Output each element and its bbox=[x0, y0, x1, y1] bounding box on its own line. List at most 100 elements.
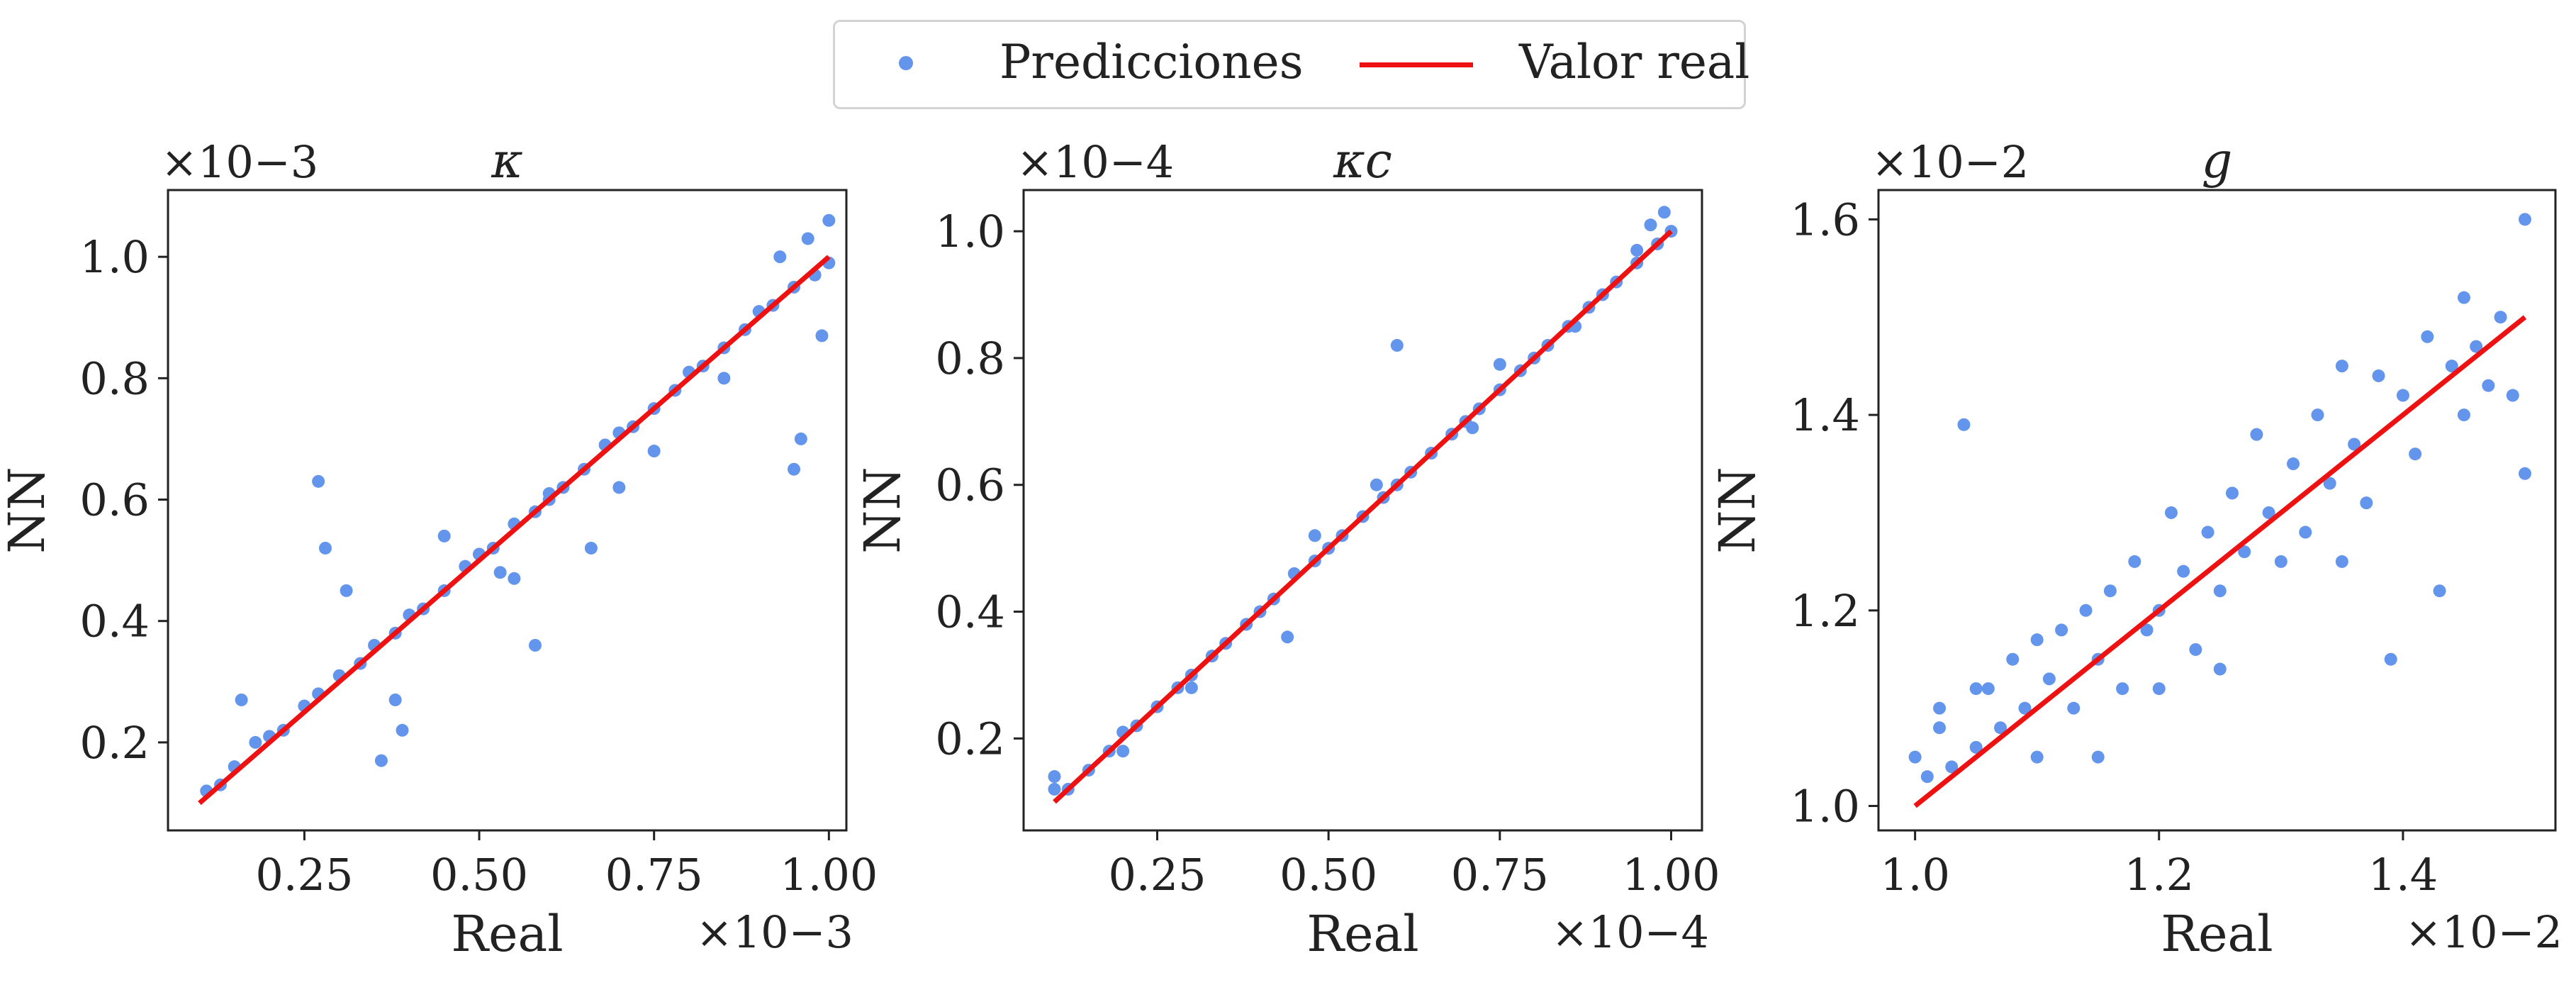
y-axis-label: NN bbox=[0, 467, 56, 554]
data-point bbox=[2030, 750, 2044, 764]
data-point bbox=[493, 566, 507, 579]
x-tick-label: 1.0 bbox=[1880, 849, 1950, 901]
axes-frame bbox=[167, 189, 848, 832]
data-point bbox=[2409, 447, 2422, 461]
data-point bbox=[2348, 438, 2361, 451]
x-tick-label: 0.25 bbox=[1108, 849, 1206, 901]
data-point bbox=[1048, 782, 1061, 796]
y-tick-label: 0.8 bbox=[79, 352, 150, 404]
data-point bbox=[2164, 506, 2178, 519]
data-point bbox=[2116, 682, 2129, 696]
data-point bbox=[2518, 467, 2531, 480]
axes-frame bbox=[1877, 189, 2557, 832]
x-axis-label: Real bbox=[451, 905, 563, 963]
x-tick-label: 1.4 bbox=[2368, 849, 2438, 901]
x-tick-label: 0.75 bbox=[1451, 849, 1549, 901]
y-tick-label: 0.6 bbox=[935, 460, 1005, 511]
y-tick-label: 0.2 bbox=[79, 717, 150, 769]
data-point bbox=[2152, 682, 2166, 696]
data-point bbox=[2079, 603, 2093, 617]
y-tick-label: 1.0 bbox=[79, 231, 150, 283]
x-tick-label: 0.75 bbox=[605, 849, 703, 901]
data-point bbox=[396, 723, 409, 737]
x-tick-label: 1.00 bbox=[780, 849, 878, 901]
data-point bbox=[1945, 760, 1959, 774]
data-point bbox=[2311, 408, 2324, 422]
data-point bbox=[2055, 623, 2068, 637]
y-tick-label: 0.4 bbox=[935, 586, 1005, 638]
x-axis-label: Real bbox=[1306, 905, 1418, 963]
data-point bbox=[2323, 477, 2336, 490]
data-point bbox=[2042, 672, 2056, 686]
panel-2: 0.25 0.50 0.75 1.00 0.2 0.4 0.6 0.8 1.0 κc ×10−4 ×1… bbox=[853, 133, 1720, 963]
data-point bbox=[2299, 525, 2312, 539]
data-point bbox=[2287, 457, 2300, 471]
data-point bbox=[1185, 681, 1198, 694]
data-point bbox=[1994, 721, 2007, 735]
data-point bbox=[437, 529, 451, 542]
data-point bbox=[2128, 555, 2141, 568]
y-offset-text: ×10−2 bbox=[1871, 136, 2029, 188]
panel-title: g bbox=[2202, 133, 2233, 189]
legend-marker-points bbox=[899, 56, 913, 70]
legend-marker-line bbox=[1360, 62, 1473, 67]
data-point bbox=[647, 445, 661, 458]
reference-line bbox=[1053, 229, 1673, 804]
x-offset-text: ×10−2 bbox=[2405, 906, 2563, 958]
data-point bbox=[2030, 633, 2044, 647]
data-point bbox=[1908, 750, 1922, 764]
data-point bbox=[312, 474, 325, 488]
data-point bbox=[235, 693, 248, 706]
data-point bbox=[2457, 408, 2470, 422]
y-tick-label: 1.0 bbox=[935, 206, 1005, 257]
data-point bbox=[2384, 652, 2397, 666]
data-point bbox=[2067, 701, 2081, 715]
data-point bbox=[2177, 564, 2190, 578]
y-tick-label: 0.6 bbox=[79, 474, 150, 526]
axes-frame bbox=[1022, 189, 1703, 832]
data-point bbox=[2506, 389, 2519, 402]
data-point bbox=[2006, 652, 2020, 666]
data-point bbox=[1933, 701, 1947, 715]
data-point bbox=[374, 754, 388, 767]
data-point bbox=[1281, 630, 1294, 644]
data-point bbox=[1981, 682, 1995, 696]
y-tick-label: 0.8 bbox=[935, 333, 1005, 384]
data-point bbox=[508, 572, 521, 585]
data-point bbox=[1390, 339, 1404, 352]
data-point bbox=[2494, 311, 2507, 324]
data-point bbox=[2372, 369, 2385, 382]
data-point bbox=[2457, 291, 2470, 304]
y-tick-label: 1.0 bbox=[1790, 781, 1860, 833]
x-tick-label: 1.00 bbox=[1622, 849, 1720, 901]
data-point bbox=[2018, 701, 2032, 715]
data-point bbox=[2518, 213, 2531, 226]
data-point bbox=[2091, 750, 2105, 764]
data-point bbox=[249, 735, 262, 749]
y-tick-label: 0.2 bbox=[935, 713, 1005, 764]
reference-line bbox=[1913, 315, 2527, 808]
data-point bbox=[822, 213, 836, 227]
data-point bbox=[2335, 555, 2348, 568]
data-point bbox=[2250, 428, 2263, 441]
data-point bbox=[612, 481, 626, 494]
data-point bbox=[1048, 770, 1061, 784]
data-point bbox=[1308, 529, 1321, 542]
data-point bbox=[788, 462, 801, 476]
data-point bbox=[1116, 745, 1130, 758]
data-point bbox=[2396, 389, 2409, 402]
data-point bbox=[1920, 770, 1934, 784]
data-point bbox=[2470, 340, 2483, 353]
y-axis-label: NN bbox=[1708, 467, 1766, 554]
data-point bbox=[2213, 584, 2227, 598]
data-point bbox=[1969, 740, 1983, 754]
data-point bbox=[1657, 206, 1671, 219]
data-point bbox=[584, 541, 598, 555]
x-tick-label: 0.50 bbox=[430, 849, 528, 901]
data-point bbox=[815, 329, 829, 343]
data-point bbox=[2433, 584, 2446, 598]
legend: Predicciones Valor real bbox=[833, 20, 1749, 109]
data-point bbox=[2103, 584, 2117, 598]
